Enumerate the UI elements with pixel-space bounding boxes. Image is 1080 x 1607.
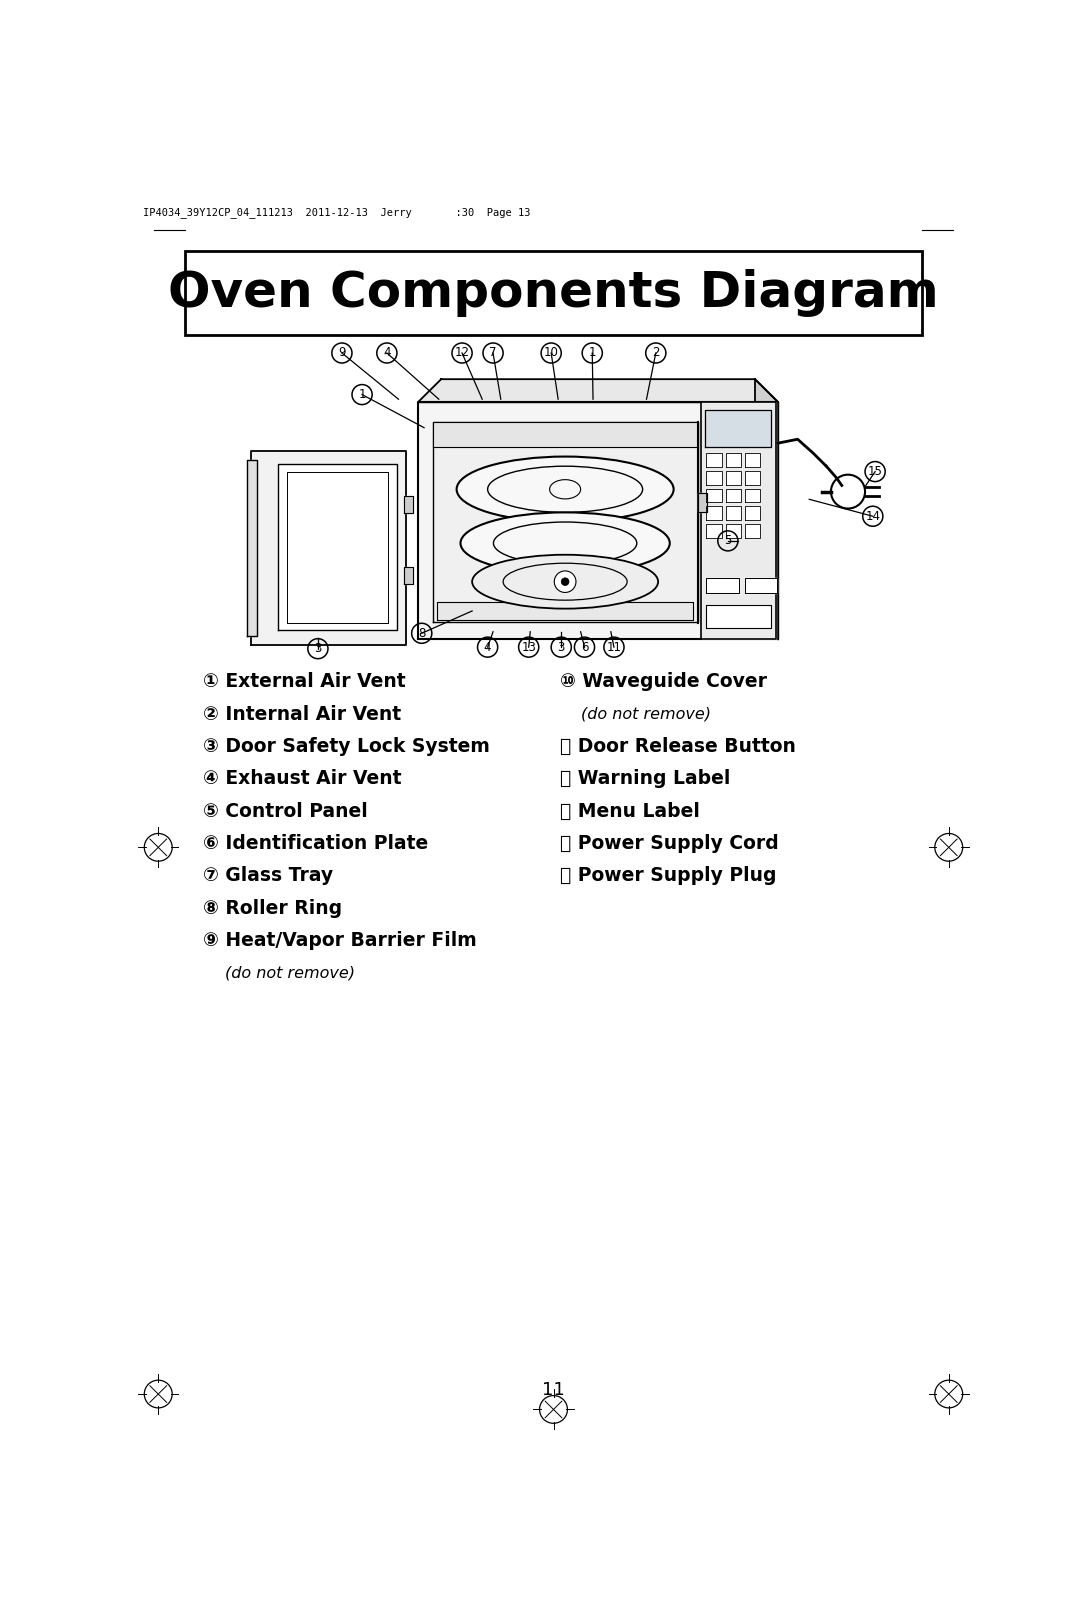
Text: ⑭ Power Supply Cord: ⑭ Power Supply Cord [559, 834, 779, 853]
Circle shape [562, 579, 569, 585]
Polygon shape [698, 493, 707, 513]
Polygon shape [706, 604, 770, 628]
Text: (do not remove): (do not remove) [581, 707, 712, 722]
Polygon shape [745, 579, 778, 593]
Text: 9: 9 [338, 347, 346, 360]
Polygon shape [726, 489, 741, 503]
Ellipse shape [460, 513, 670, 574]
Polygon shape [706, 453, 721, 468]
Text: ② Internal Air Vent: ② Internal Air Vent [203, 704, 402, 723]
Polygon shape [726, 471, 741, 485]
Polygon shape [745, 524, 760, 538]
Polygon shape [701, 402, 775, 640]
Text: Oven Components Diagram: Oven Components Diagram [168, 268, 939, 317]
Text: 3: 3 [314, 643, 322, 656]
Text: 15: 15 [867, 464, 882, 477]
Text: 14: 14 [865, 509, 880, 522]
Polygon shape [706, 489, 721, 503]
Polygon shape [745, 471, 760, 485]
Polygon shape [404, 497, 414, 513]
Text: ④ Exhaust Air Vent: ④ Exhaust Air Vent [203, 770, 402, 789]
Text: 7: 7 [489, 347, 497, 360]
Text: 13: 13 [522, 641, 536, 654]
Polygon shape [706, 506, 721, 521]
Text: 4: 4 [383, 347, 391, 360]
Bar [186, 251, 921, 336]
Polygon shape [706, 524, 721, 538]
Text: 6: 6 [581, 641, 589, 654]
Ellipse shape [457, 456, 674, 522]
Text: 11: 11 [607, 641, 621, 654]
Text: 2: 2 [652, 347, 660, 360]
Text: IP4034_39Y12CP_04_111213  2011-12-13  Jerry       :30  Page 13: IP4034_39Y12CP_04_111213 2011-12-13 Jerr… [143, 207, 530, 217]
Polygon shape [705, 410, 770, 447]
Polygon shape [287, 471, 389, 622]
Text: (do not remove): (do not remove) [225, 966, 355, 980]
Polygon shape [418, 379, 779, 402]
Polygon shape [252, 452, 406, 644]
Polygon shape [745, 453, 760, 468]
Text: 10: 10 [543, 347, 558, 360]
Text: ⑥ Identification Plate: ⑥ Identification Plate [203, 834, 429, 853]
Text: ⑤ Control Panel: ⑤ Control Panel [203, 802, 368, 821]
Text: ① External Air Vent: ① External Air Vent [203, 672, 406, 691]
Polygon shape [279, 464, 397, 630]
Polygon shape [433, 423, 698, 447]
Polygon shape [418, 402, 779, 640]
Text: 1: 1 [589, 347, 596, 360]
Polygon shape [755, 379, 779, 640]
Text: ⑨ Heat/Vapor Barrier Film: ⑨ Heat/Vapor Barrier Film [203, 930, 477, 950]
Polygon shape [706, 579, 739, 593]
Polygon shape [404, 567, 414, 583]
Polygon shape [726, 524, 741, 538]
Text: ③ Door Safety Lock System: ③ Door Safety Lock System [203, 738, 490, 755]
Polygon shape [726, 506, 741, 521]
Text: ⑫ Warning Label: ⑫ Warning Label [559, 770, 730, 789]
Polygon shape [745, 506, 760, 521]
Text: 1: 1 [359, 387, 366, 402]
Text: ⑬ Menu Label: ⑬ Menu Label [559, 802, 700, 821]
Polygon shape [706, 471, 721, 485]
Ellipse shape [472, 554, 658, 609]
Polygon shape [745, 489, 760, 503]
Polygon shape [437, 603, 693, 620]
Text: ⑮ Power Supply Plug: ⑮ Power Supply Plug [559, 866, 777, 885]
Text: ⑩ Waveguide Cover: ⑩ Waveguide Cover [559, 672, 767, 691]
Text: ⑪ Door Release Button: ⑪ Door Release Button [559, 738, 796, 755]
Circle shape [554, 570, 576, 593]
Text: 4: 4 [484, 641, 491, 654]
Polygon shape [726, 453, 741, 468]
Text: 8: 8 [418, 627, 426, 640]
Text: ⑧ Roller Ring: ⑧ Roller Ring [203, 898, 342, 918]
Text: 12: 12 [455, 347, 470, 360]
Text: 5: 5 [725, 535, 731, 548]
Polygon shape [247, 460, 257, 636]
Text: 3: 3 [557, 641, 565, 654]
Text: 11: 11 [542, 1380, 565, 1400]
Polygon shape [433, 423, 698, 622]
Text: ⑦ Glass Tray: ⑦ Glass Tray [203, 866, 334, 885]
